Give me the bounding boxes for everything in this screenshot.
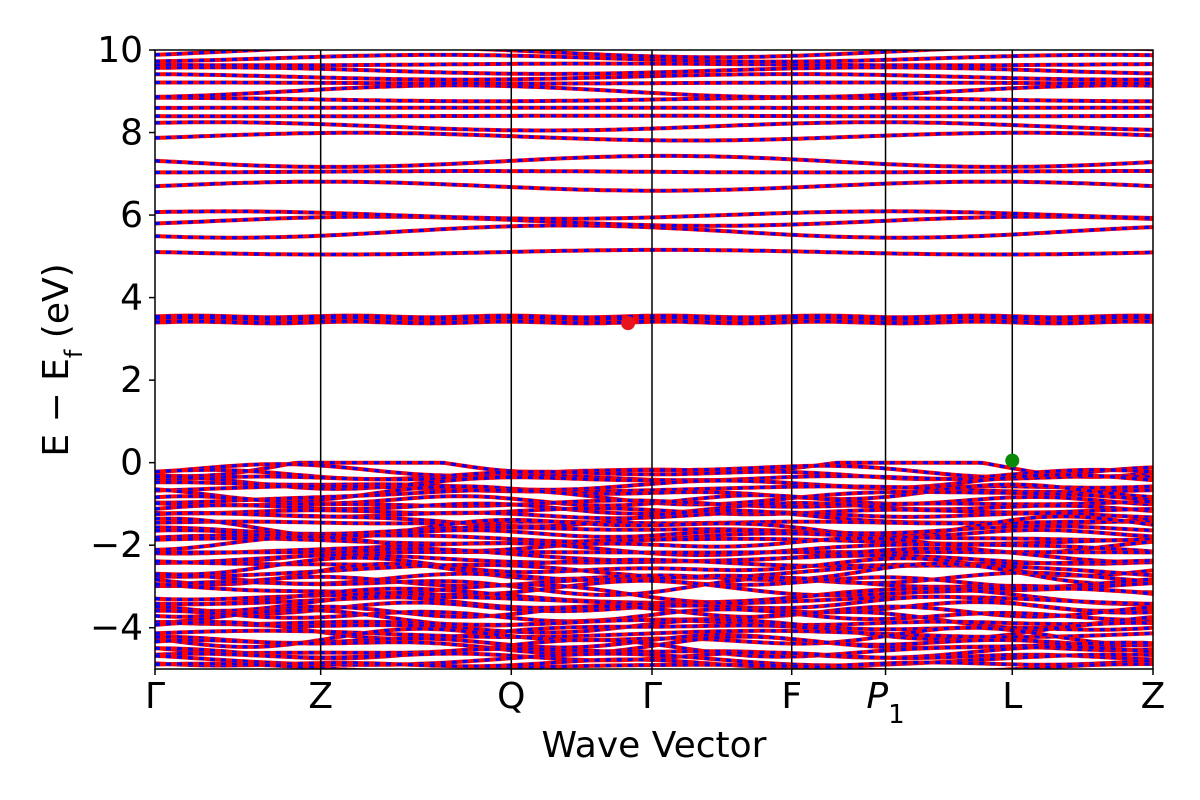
high-symmetry-lines — [319, 50, 1014, 669]
y-axis-ticks: −4 −2 0 2 4 6 8 10 — [90, 30, 155, 649]
plot-frame — [154, 49, 1154, 670]
x-tick-label-4: F — [781, 676, 802, 717]
x-axis-ticks: Γ Z Q Γ F P1 L Z — [145, 669, 1165, 730]
band-edge-marker-1 — [1005, 453, 1020, 468]
y-tick-label-3: 2 — [120, 360, 143, 401]
x-tick-label-1: Z — [308, 676, 333, 717]
x-axis-label: Wave Vector — [542, 725, 767, 766]
y-tick-label-0: −4 — [90, 608, 143, 649]
x-tick-label-0: Γ — [145, 676, 165, 717]
band-lines — [155, 50, 1153, 669]
x-tick-label-3: Γ — [642, 676, 662, 717]
x-tick-label-5: P1 — [866, 676, 904, 730]
x-tick-label-6: L — [1002, 676, 1022, 717]
band-edge-marker-0 — [621, 316, 636, 331]
y-tick-label-2: 0 — [120, 443, 143, 484]
y-tick-label-6: 8 — [120, 113, 143, 154]
y-axis-label: E − Ef (eV) — [36, 263, 88, 456]
band-line-63 — [155, 153, 1153, 169]
y-tick-label-7: 10 — [97, 30, 143, 71]
band-line-dashed-75 — [155, 50, 1153, 59]
x-tick-label-2: Q — [497, 676, 525, 717]
y-tick-label-5: 6 — [120, 195, 143, 236]
y-tick-label-4: 4 — [120, 278, 143, 319]
band-edge-markers — [621, 316, 1020, 468]
y-tick-label-1: −2 — [90, 525, 143, 566]
x-tick-label-7: Z — [1141, 676, 1166, 717]
